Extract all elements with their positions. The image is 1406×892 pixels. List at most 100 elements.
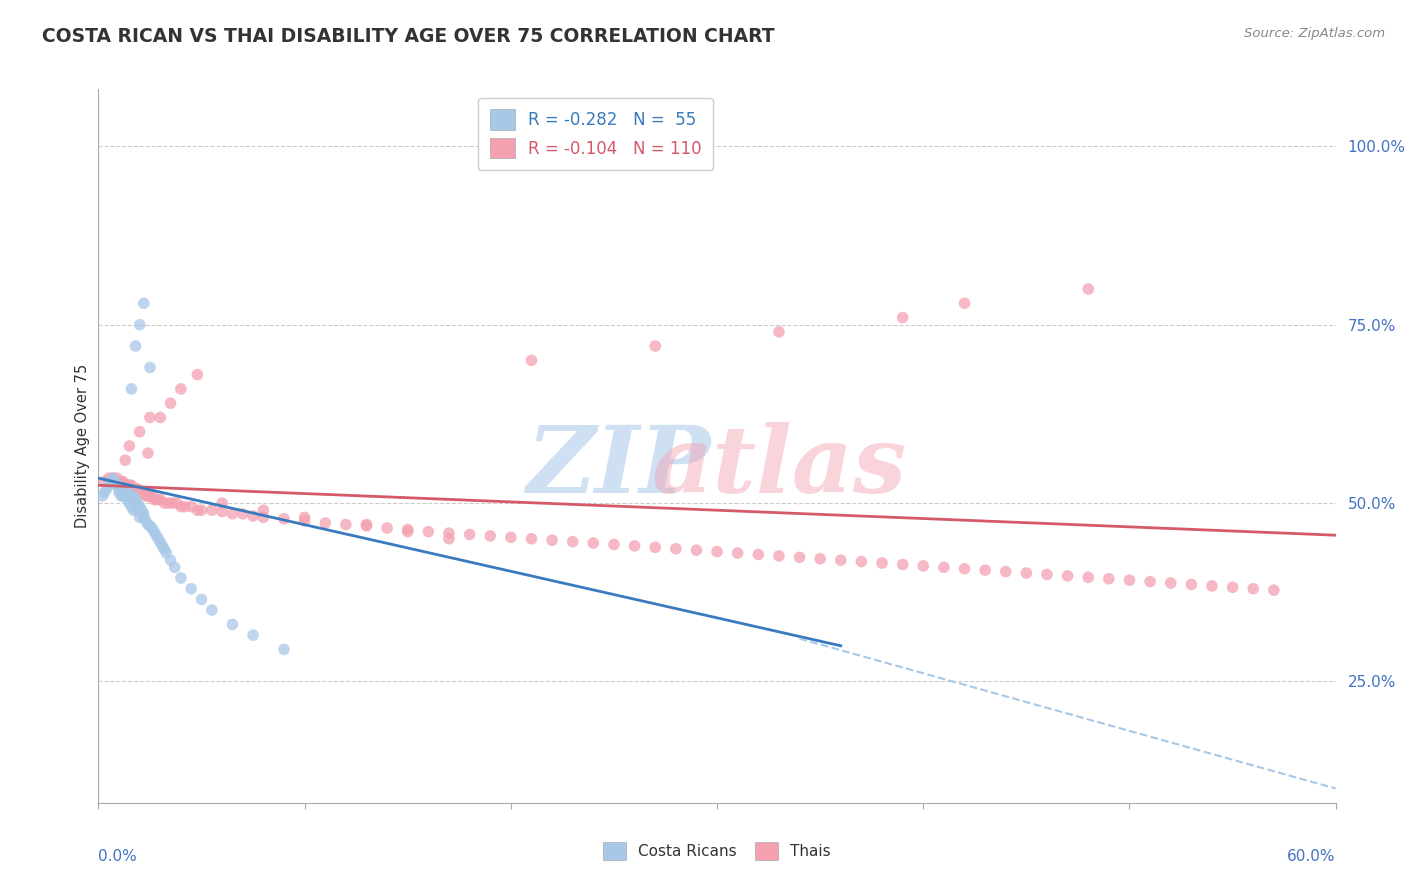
Point — [148, 532, 170, 546]
Point — [124, 482, 146, 496]
Point — [120, 500, 142, 514]
Point — [180, 500, 202, 514]
Text: COSTA RICAN VS THAI DISABILITY AGE OVER 75 CORRELATION CHART: COSTA RICAN VS THAI DISABILITY AGE OVER … — [42, 27, 775, 45]
Point — [153, 496, 176, 510]
Point — [747, 548, 769, 562]
Point — [186, 368, 208, 382]
Point — [520, 532, 543, 546]
Point — [135, 514, 157, 528]
Point — [114, 478, 136, 492]
Point — [953, 562, 976, 576]
Point — [159, 553, 181, 567]
Point — [162, 496, 184, 510]
Point — [139, 410, 162, 425]
Point — [294, 514, 316, 528]
Point — [1118, 573, 1140, 587]
Point — [242, 628, 264, 642]
Point — [768, 325, 790, 339]
Point — [706, 544, 728, 558]
Point — [118, 439, 141, 453]
Point — [114, 485, 136, 500]
Point — [644, 339, 666, 353]
Point — [128, 425, 150, 439]
Point — [375, 521, 398, 535]
Point — [128, 500, 150, 514]
Point — [143, 524, 166, 539]
Point — [120, 478, 142, 492]
Point — [124, 500, 146, 514]
Point — [124, 492, 146, 507]
Point — [356, 519, 378, 533]
Point — [122, 489, 145, 503]
Point — [458, 527, 481, 541]
Point — [117, 478, 139, 492]
Point — [994, 565, 1017, 579]
Point — [174, 500, 197, 514]
Point — [132, 296, 155, 310]
Point — [418, 524, 440, 539]
Point — [97, 478, 120, 492]
Point — [273, 512, 295, 526]
Point — [1160, 576, 1182, 591]
Point — [273, 642, 295, 657]
Point — [1077, 282, 1099, 296]
Point — [211, 505, 233, 519]
Point — [190, 592, 212, 607]
Point — [153, 542, 176, 557]
Point — [120, 382, 142, 396]
Text: Source: ZipAtlas.com: Source: ZipAtlas.com — [1244, 27, 1385, 40]
Point — [252, 510, 274, 524]
Point — [132, 507, 155, 521]
Point — [1201, 579, 1223, 593]
Point — [163, 560, 186, 574]
Point — [127, 496, 149, 510]
Point — [145, 492, 167, 507]
Point — [93, 475, 115, 489]
Point — [356, 517, 378, 532]
Point — [170, 571, 193, 585]
Point — [953, 296, 976, 310]
Point — [96, 482, 118, 496]
Point — [912, 558, 935, 573]
Point — [180, 582, 202, 596]
Point — [211, 496, 233, 510]
Point — [118, 489, 141, 503]
Point — [520, 353, 543, 368]
Point — [155, 546, 177, 560]
Point — [128, 485, 150, 500]
Point — [232, 507, 254, 521]
Point — [932, 560, 955, 574]
Point — [149, 492, 172, 507]
Point — [108, 475, 131, 489]
Point — [139, 360, 162, 375]
Point — [127, 503, 149, 517]
Point — [479, 529, 502, 543]
Point — [124, 339, 146, 353]
Point — [132, 485, 155, 500]
Point — [120, 492, 142, 507]
Point — [93, 485, 115, 500]
Y-axis label: Disability Age Over 75: Disability Age Over 75 — [75, 364, 90, 528]
Point — [974, 563, 997, 577]
Point — [104, 475, 127, 489]
Point — [131, 485, 153, 500]
Point — [141, 521, 163, 535]
Point — [499, 530, 522, 544]
Point — [132, 510, 155, 524]
Point — [603, 537, 626, 551]
Point — [149, 410, 172, 425]
Point — [623, 539, 645, 553]
Point — [1098, 572, 1121, 586]
Point — [128, 510, 150, 524]
Point — [159, 396, 181, 410]
Point — [582, 536, 605, 550]
Point — [141, 489, 163, 503]
Text: 0.0%: 0.0% — [98, 849, 138, 864]
Point — [108, 482, 131, 496]
Point — [97, 471, 120, 485]
Legend: Costa Ricans, Thais: Costa Ricans, Thais — [598, 836, 837, 866]
Point — [91, 489, 114, 503]
Point — [128, 318, 150, 332]
Point — [437, 532, 460, 546]
Point — [186, 503, 208, 517]
